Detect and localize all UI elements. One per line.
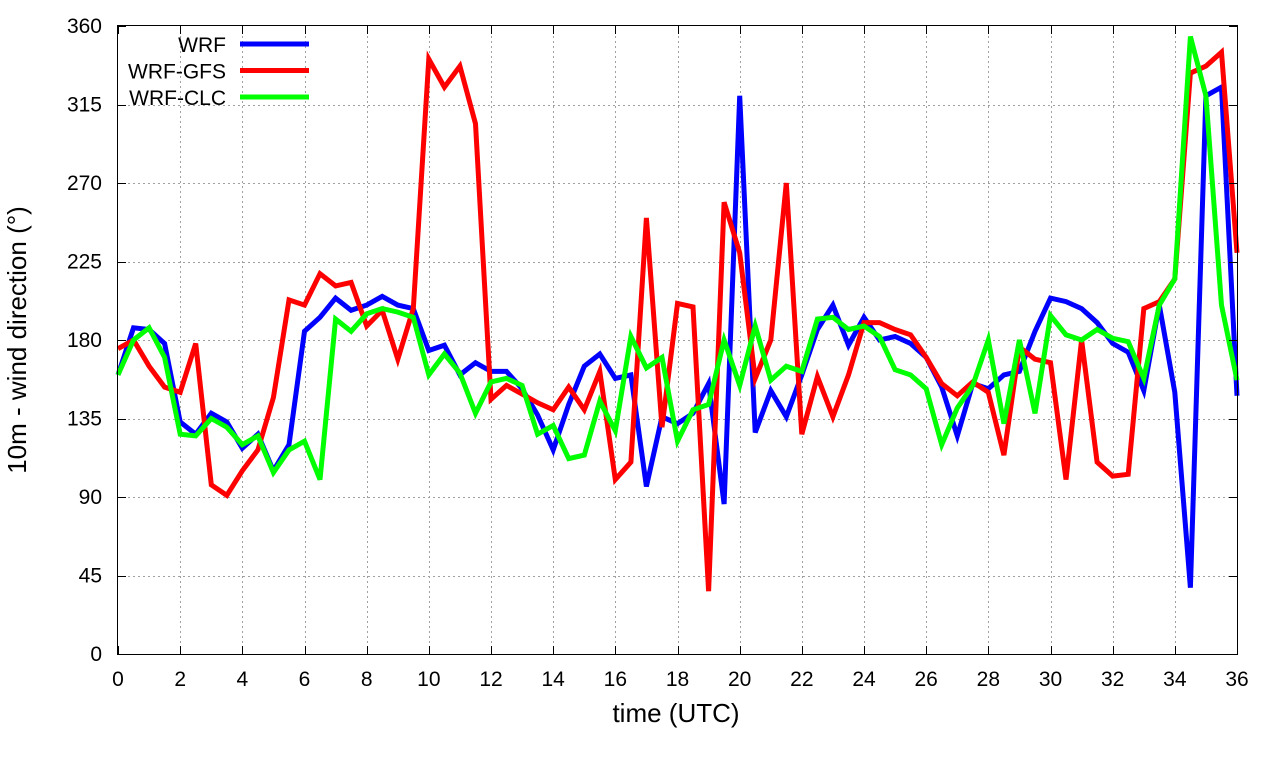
x-tick-label: 24 <box>852 668 876 691</box>
grid <box>118 26 1237 654</box>
y-tick-label: 90 <box>79 486 102 509</box>
y-tick-label: 360 <box>67 15 102 38</box>
axis-ticks <box>118 26 1238 655</box>
x-tick-label: 6 <box>299 668 311 691</box>
legend-label-wrf-clc: WRF-CLC <box>129 87 226 110</box>
series-line-wrf-clc <box>115 35 1240 481</box>
x-tick-label: 8 <box>361 668 373 691</box>
x-tick-label: 36 <box>1225 668 1248 691</box>
x-tick-label: 10 <box>417 668 440 691</box>
x-tick-label: 18 <box>666 668 689 691</box>
x-tick-label: 16 <box>604 668 627 691</box>
legend: WRF WRF-GFS WRF-CLC <box>128 34 309 110</box>
x-tick-label: 26 <box>914 668 937 691</box>
x-tick-label: 0 <box>112 668 124 691</box>
tick-labels: 0 2 4 6 8 10 12 14 16 18 20 22 24 26 28 30 32 34 360459013… <box>67 15 1249 691</box>
y-tick-label: 0 <box>90 643 102 666</box>
x-tick-label: 20 <box>728 668 751 691</box>
x-tick-label: 12 <box>479 668 502 691</box>
y-tick-label: 135 <box>67 408 102 431</box>
y-tick-label: 180 <box>67 329 102 352</box>
legend-label-wrf-gfs: WRF-GFS <box>128 61 226 84</box>
x-tick-label: 14 <box>541 668 565 691</box>
series-lines <box>115 35 1240 592</box>
x-tick-label: 32 <box>1101 668 1124 691</box>
x-axis-label: time (UTC) <box>612 698 739 728</box>
series-line-wrf-gfs <box>116 46 1240 592</box>
legend-label-wrf: WRF <box>178 34 226 57</box>
y-tick-label: 270 <box>67 172 102 195</box>
x-tick-label: 22 <box>790 668 813 691</box>
y-tick-label: 315 <box>67 94 102 117</box>
x-tick-label: 34 <box>1163 668 1187 691</box>
series-line-wrf <box>115 82 1240 588</box>
y-axis-label: 10m - wind direction (°) <box>2 206 32 474</box>
x-tick-label: 2 <box>174 668 186 691</box>
plot-frame <box>117 25 1238 655</box>
y-tick-label: 225 <box>67 251 102 274</box>
x-tick-label: 30 <box>1039 668 1062 691</box>
x-tick-label: 4 <box>236 668 248 691</box>
x-tick-label: 28 <box>977 668 1000 691</box>
y-tick-label: 45 <box>79 565 102 588</box>
